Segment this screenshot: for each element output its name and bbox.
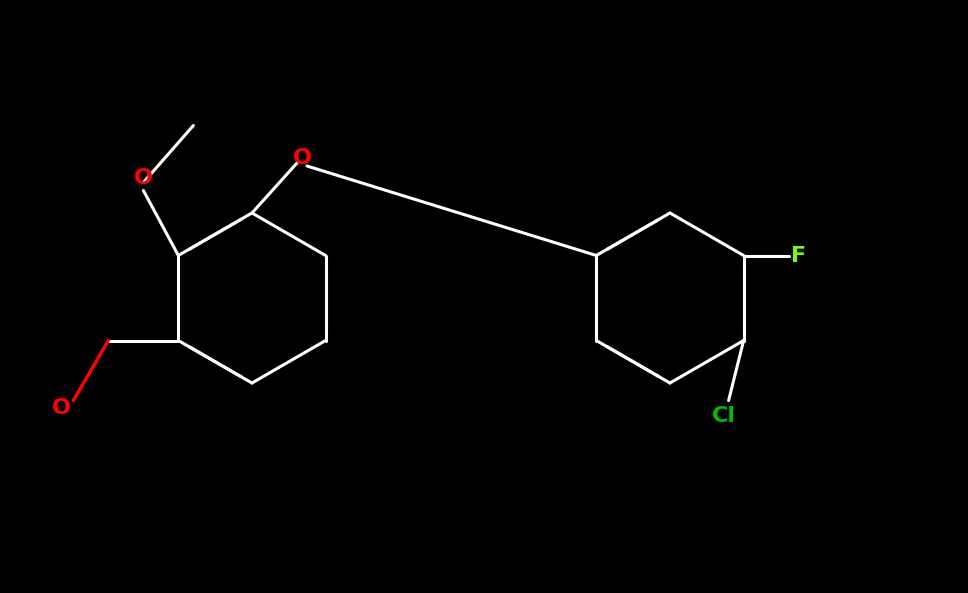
Text: O: O — [134, 168, 153, 189]
Text: F: F — [791, 246, 806, 266]
Text: Cl: Cl — [711, 406, 736, 426]
Text: O: O — [292, 148, 312, 168]
Text: O: O — [52, 398, 71, 419]
